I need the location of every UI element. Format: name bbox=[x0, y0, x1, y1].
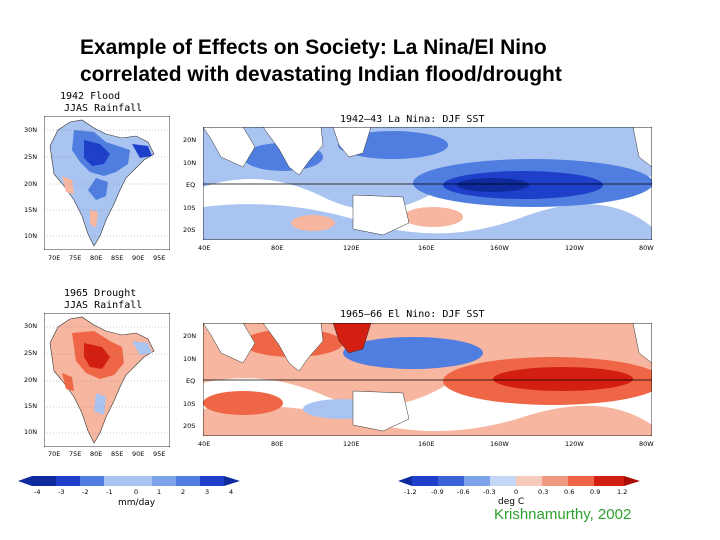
sst-cbar-tick: 0.3 bbox=[538, 488, 549, 496]
flood-caption-2: JJAS Rainfall bbox=[64, 103, 143, 114]
flood-lon-tick: 70E bbox=[48, 254, 61, 262]
flood-lon-tick: 80E bbox=[90, 254, 103, 262]
sst-colorbar bbox=[398, 476, 640, 486]
sst-cbar-tick: -0.9 bbox=[431, 488, 444, 496]
sst-cbar-tick: -0.6 bbox=[457, 488, 470, 496]
drought-lat-tick: 10N bbox=[24, 428, 38, 436]
drought-lon-tick: 75E bbox=[69, 450, 82, 458]
drought-lat-tick: 15N bbox=[24, 402, 38, 410]
flood-lat-tick: 25N bbox=[24, 153, 38, 161]
rain-cbar-tick: -1 bbox=[106, 488, 113, 496]
elnino-lon-tick: 160W bbox=[490, 440, 509, 448]
elnino-lat-tick: 20S bbox=[183, 422, 196, 430]
flood-lon-tick: 75E bbox=[69, 254, 82, 262]
elnino-lon-tick: 80W bbox=[639, 440, 654, 448]
drought-rainfall-map bbox=[44, 313, 170, 447]
rain-cbar-tick: -3 bbox=[58, 488, 65, 496]
sst-cbar-tick: 0.9 bbox=[590, 488, 601, 496]
flood-rainfall-map bbox=[44, 116, 170, 250]
lanina-sst-map bbox=[203, 127, 652, 240]
rain-cbar-tick: 0 bbox=[134, 488, 139, 496]
slide-title: Example of Effects on Society: La Nina/E… bbox=[80, 34, 700, 88]
lanina-lon-tick: 80E bbox=[271, 244, 284, 252]
elnino-lat-tick: 10S bbox=[183, 400, 196, 408]
elnino-caption: 1965–66 El Nino: DJF SST bbox=[340, 309, 485, 320]
sst-cbar-tick: -1.2 bbox=[404, 488, 417, 496]
lanina-caption: 1942–43 La Nina: DJF SST bbox=[340, 114, 485, 125]
drought-caption-2: JJAS Rainfall bbox=[64, 300, 143, 311]
lanina-lon-tick: 120W bbox=[565, 244, 584, 252]
drought-lon-tick: 95E bbox=[153, 450, 166, 458]
elnino-lat-tick: EQ bbox=[186, 377, 196, 385]
lanina-lat-tick: EQ bbox=[186, 181, 196, 189]
elnino-lon-tick: 120E bbox=[343, 440, 360, 448]
sst-cbar-tick: 0.6 bbox=[564, 488, 575, 496]
sst-cbar-tick: 1.2 bbox=[617, 488, 628, 496]
rainfall-colorbar bbox=[18, 476, 240, 486]
drought-lon-tick: 90E bbox=[132, 450, 145, 458]
flood-lon-tick: 90E bbox=[132, 254, 145, 262]
drought-lat-tick: 25N bbox=[24, 349, 38, 357]
lanina-lon-tick: 160W bbox=[490, 244, 509, 252]
elnino-lon-tick: 160E bbox=[418, 440, 435, 448]
drought-lon-tick: 70E bbox=[48, 450, 61, 458]
lanina-lat-tick: 10N bbox=[183, 159, 197, 167]
elnino-sst-map bbox=[203, 323, 652, 436]
drought-lon-tick: 80E bbox=[90, 450, 103, 458]
rain-cbar-tick: 4 bbox=[229, 488, 234, 496]
flood-lon-tick: 95E bbox=[153, 254, 166, 262]
author-credit: Krishnamurthy, 2002 bbox=[494, 506, 632, 523]
title-line-2: correlated with devastating Indian flood… bbox=[80, 63, 562, 86]
elnino-lon-tick: 80E bbox=[271, 440, 284, 448]
drought-caption-1: 1965 Drought bbox=[64, 288, 137, 299]
elnino-lon-tick: 40E bbox=[198, 440, 211, 448]
lanina-lon-tick: 80W bbox=[639, 244, 654, 252]
flood-lat-tick: 15N bbox=[24, 206, 38, 214]
elnino-lat-tick: 20N bbox=[183, 332, 197, 340]
lanina-lat-tick: 10S bbox=[183, 204, 196, 212]
rain-cbar-unit: mm/day bbox=[118, 498, 156, 508]
sst-cbar-tick: 0 bbox=[514, 488, 519, 496]
lanina-lat-tick: 20N bbox=[183, 136, 197, 144]
lanina-lon-tick: 40E bbox=[198, 244, 211, 252]
flood-caption-1: 1942 Flood bbox=[60, 91, 121, 102]
elnino-lat-tick: 10N bbox=[183, 355, 197, 363]
flood-lon-tick: 85E bbox=[111, 254, 124, 262]
rain-cbar-tick: 1 bbox=[157, 488, 162, 496]
elnino-lon-tick: 120W bbox=[565, 440, 584, 448]
sst-cbar-unit: deg C bbox=[498, 497, 525, 507]
sst-cbar-tick: -0.3 bbox=[483, 488, 496, 496]
drought-lat-tick: 30N bbox=[24, 322, 38, 330]
rain-cbar-tick: -4 bbox=[34, 488, 41, 496]
lanina-lon-tick: 120E bbox=[343, 244, 360, 252]
drought-lat-tick: 20N bbox=[24, 376, 38, 384]
lanina-lat-tick: 20S bbox=[183, 226, 196, 234]
flood-lat-tick: 30N bbox=[24, 126, 38, 134]
title-line-1: Example of Effects on Society: La Nina/E… bbox=[80, 36, 547, 59]
flood-lat-tick: 20N bbox=[24, 180, 38, 188]
rain-cbar-tick: -2 bbox=[82, 488, 89, 496]
drought-lon-tick: 85E bbox=[111, 450, 124, 458]
flood-lat-tick: 10N bbox=[24, 232, 38, 240]
rain-cbar-tick: 2 bbox=[181, 488, 186, 496]
rain-cbar-tick: 3 bbox=[205, 488, 210, 496]
lanina-lon-tick: 160E bbox=[418, 244, 435, 252]
